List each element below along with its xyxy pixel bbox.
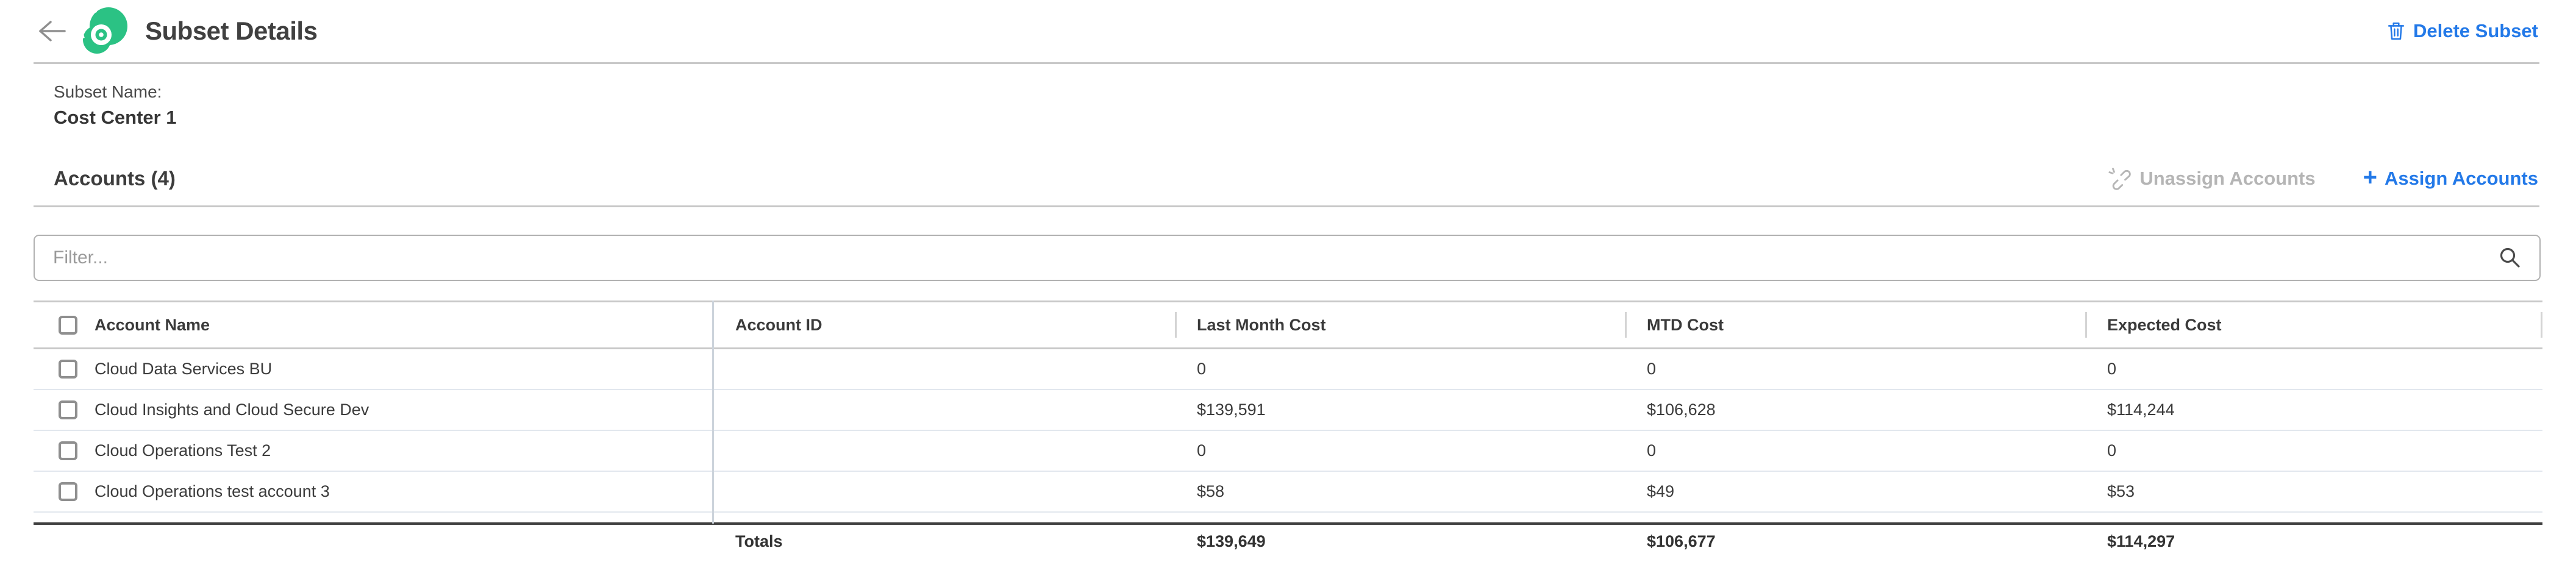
accounts-divider xyxy=(34,205,2539,207)
search-icon[interactable] xyxy=(2498,246,2522,270)
totals-last-month-cost: $139,649 xyxy=(1197,532,1266,550)
totals-gap xyxy=(34,513,2542,522)
assign-accounts-label: Assign Accounts xyxy=(2384,168,2538,189)
header-checkbox-cell xyxy=(34,302,95,347)
header-divider xyxy=(34,62,2539,64)
table-row[interactable]: Cloud Operations Test 2 0 0 0 xyxy=(34,431,2542,472)
cloud-insights-logo xyxy=(80,7,129,55)
subset-name-label: Subset Name: xyxy=(54,82,162,101)
totals-row: Totals $139,649 $106,677 $114,297 xyxy=(34,522,2542,550)
column-header-expected-cost[interactable]: Expected Cost xyxy=(2085,302,2542,347)
totals-expected-cost: $114,297 xyxy=(2107,532,2175,550)
cell-expected-cost: 0 xyxy=(2107,360,2117,378)
cell-mtd-cost: 0 xyxy=(1647,360,1657,378)
cell-last-month-cost: 0 xyxy=(1197,441,1207,460)
column-header-last-month-cost[interactable]: Last Month Cost xyxy=(1175,302,1625,347)
row-checkbox[interactable] xyxy=(59,482,77,501)
delete-subset-button[interactable]: Delete Subset xyxy=(2388,20,2538,42)
table-body: Cloud Data Services BU 0 0 0 Cloud Insig… xyxy=(34,349,2542,513)
unassign-accounts-button[interactable]: Unassign Accounts xyxy=(2108,167,2316,190)
unassign-accounts-label: Unassign Accounts xyxy=(2139,168,2316,189)
row-checkbox[interactable] xyxy=(59,400,77,419)
back-arrow-icon[interactable] xyxy=(35,18,67,44)
cell-account-name: Cloud Operations test account 3 xyxy=(95,482,330,500)
plus-icon: + xyxy=(2363,164,2377,191)
delete-subset-label: Delete Subset xyxy=(2413,20,2538,41)
cell-last-month-cost: $139,591 xyxy=(1197,400,1266,419)
table-row[interactable]: Cloud Data Services BU 0 0 0 xyxy=(34,349,2542,390)
column-header-mtd-cost[interactable]: MTD Cost xyxy=(1625,302,2085,347)
cell-expected-cost: $53 xyxy=(2107,482,2135,500)
totals-label: Totals xyxy=(735,532,783,550)
table-header-row: Account Name Account ID Last Month Cost … xyxy=(34,301,2542,349)
filter-bar xyxy=(34,235,2541,281)
subset-name-value: Cost Center 1 xyxy=(54,107,177,128)
unlink-icon xyxy=(2108,167,2132,190)
assign-accounts-button[interactable]: + Assign Accounts xyxy=(2363,164,2538,191)
cell-account-name: Cloud Operations Test 2 xyxy=(95,441,271,460)
accounts-table: Account Name Account ID Last Month Cost … xyxy=(34,301,2542,550)
page-header: Subset Details Delete Subset xyxy=(0,0,2576,62)
cell-mtd-cost: $106,628 xyxy=(1647,400,1716,419)
cell-last-month-cost: $58 xyxy=(1197,482,1225,500)
cell-expected-cost: $114,244 xyxy=(2107,400,2175,419)
column-header-account-name[interactable]: Account Name xyxy=(95,315,210,334)
accounts-title: Accounts (4) xyxy=(54,167,176,190)
cell-account-name: Cloud Data Services BU xyxy=(95,360,273,378)
cell-mtd-cost: $49 xyxy=(1647,482,1675,500)
row-checkbox[interactable] xyxy=(59,360,77,379)
cell-mtd-cost: 0 xyxy=(1647,441,1657,460)
subset-name-block: Subset Name: Cost Center 1 xyxy=(54,82,2576,129)
column-header-account-id[interactable]: Account ID xyxy=(735,315,822,334)
table-row[interactable]: Cloud Insights and Cloud Secure Dev $139… xyxy=(34,390,2542,431)
page-title: Subset Details xyxy=(145,16,318,45)
totals-mtd-cost: $106,677 xyxy=(1647,532,1716,550)
trash-icon xyxy=(2388,21,2405,41)
cell-expected-cost: 0 xyxy=(2107,441,2117,460)
table-row[interactable]: Cloud Operations test account 3 $58 $49 … xyxy=(34,472,2542,513)
accounts-section-header: Accounts (4) Unassign Accounts + Assign … xyxy=(54,164,2538,191)
filter-input[interactable] xyxy=(34,235,2541,281)
row-checkbox[interactable] xyxy=(59,441,77,460)
cell-account-name: Cloud Insights and Cloud Secure Dev xyxy=(95,400,369,419)
select-all-checkbox[interactable] xyxy=(59,315,77,335)
cell-last-month-cost: 0 xyxy=(1197,360,1207,378)
